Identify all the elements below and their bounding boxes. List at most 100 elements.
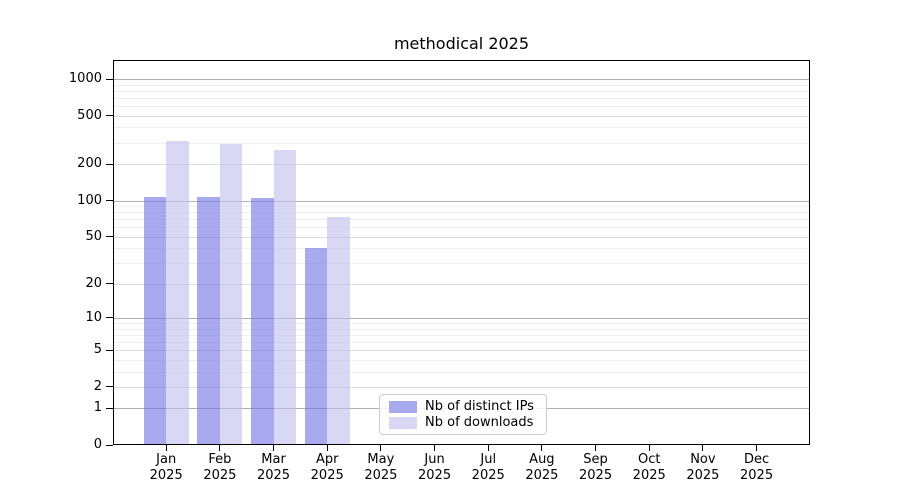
month-label-line: 2025	[310, 468, 344, 483]
x-tick-jul	[487, 445, 489, 451]
gridline-50	[114, 236, 809, 238]
x-tick-label-sep: Sep 2025	[561, 452, 631, 484]
month-label-line: Aug	[529, 452, 555, 467]
gridline-90	[114, 206, 809, 208]
y-tick-label-1000: 1000	[68, 71, 102, 86]
gridline-80	[114, 212, 809, 214]
x-tick-nov	[702, 445, 704, 451]
x-tick-may	[380, 445, 382, 451]
x-tick-mar	[273, 445, 275, 451]
y-tick-20	[106, 283, 113, 285]
y-tick-label-20: 20	[85, 275, 102, 291]
gridline-800	[114, 90, 809, 92]
x-tick-jan	[165, 445, 167, 451]
bar-ips-jan	[143, 196, 167, 444]
gridline-20	[114, 283, 809, 285]
plot-area	[113, 60, 810, 445]
gridline-100	[114, 200, 809, 202]
bar-ips-apr	[304, 248, 328, 444]
y-tick-label-10: 10	[85, 309, 102, 325]
y-tick-label-100: 100	[77, 192, 102, 208]
month-label-line: 2025	[579, 468, 613, 483]
x-tick-label-dec: Dec 2025	[722, 452, 792, 484]
gridline-70	[114, 219, 809, 221]
x-tick-label-may: May 2025	[346, 452, 416, 484]
gridline-8	[114, 328, 809, 330]
month-label-line: Feb	[208, 452, 232, 467]
bar-downloads-mar	[273, 150, 297, 444]
x-tick-apr	[326, 445, 328, 451]
month-label-line: 2025	[256, 468, 291, 483]
month-label-line: Nov	[690, 452, 716, 467]
x-tick-sep	[595, 445, 597, 451]
legend-entry-distinct-ips: Nb of distinct IPs	[389, 399, 538, 415]
x-tick-aug	[541, 445, 543, 451]
month-label-line: Dec	[743, 452, 770, 467]
month-label-line: Jan	[156, 452, 177, 467]
bar-ips-mar	[251, 198, 274, 444]
y-tick-label-2: 2	[93, 378, 102, 394]
x-tick-feb	[219, 445, 221, 451]
x-tick-oct	[648, 445, 650, 451]
y-tick-0	[106, 444, 113, 446]
gridline-600	[114, 106, 809, 108]
bar-downloads-apr	[327, 216, 350, 444]
gridline-10	[114, 317, 809, 319]
y-tick-label-5: 5	[93, 342, 102, 358]
month-label-line: May	[367, 452, 395, 467]
x-tick-label-nov: Nov 2025	[668, 452, 738, 484]
gridline-700	[114, 97, 809, 99]
y-tick-label-0: 0	[93, 437, 102, 452]
gridline-9	[114, 323, 809, 325]
x-tick-label-feb: Feb 2025	[185, 452, 255, 484]
y-tick-5	[106, 349, 113, 351]
month-label-line: 2025	[203, 468, 237, 483]
gridline-500	[114, 115, 809, 117]
legend-swatch-downloads	[389, 417, 417, 429]
month-label-line: Jul	[480, 452, 497, 467]
x-tick-label-jul: Jul 2025	[453, 452, 523, 484]
gridline-30	[114, 263, 809, 265]
y-tick-200	[106, 163, 113, 165]
x-tick-label-apr: Apr 2025	[292, 452, 362, 484]
y-tick-100	[106, 200, 113, 201]
legend-entry-downloads: Nb of downloads	[389, 415, 538, 431]
gridline-40	[114, 248, 809, 250]
legend-label-distinct-ips: Nb of distinct IPs	[425, 399, 534, 414]
bar-ips-feb	[197, 196, 220, 444]
month-label-line: 2025	[364, 468, 398, 483]
bar-downloads-feb	[219, 144, 243, 444]
month-label-line: Sep	[583, 452, 608, 467]
y-tick-label-200: 200	[77, 156, 102, 172]
month-label-line: Mar	[261, 452, 286, 467]
month-label-line: 2025	[418, 468, 452, 483]
month-label-line: 2025	[471, 468, 505, 483]
gridline-5	[114, 350, 809, 352]
gridline-7	[114, 334, 809, 336]
y-tick-1	[106, 407, 113, 409]
gridline-200	[114, 164, 809, 166]
month-label-line: 2025	[149, 468, 183, 483]
gridline-1000	[114, 79, 809, 80]
chart-legend: Nb of distinct IPs Nb of downloads	[379, 394, 547, 435]
y-tick-label-500: 500	[77, 107, 102, 123]
bar-downloads-jan	[166, 141, 189, 444]
x-tick-label-jan: Jan 2025	[131, 452, 201, 484]
x-tick-label-aug: Aug 2025	[507, 452, 577, 484]
y-tick-1000	[106, 78, 113, 80]
month-label-line: 2025	[525, 468, 559, 483]
month-label-line: Jun	[424, 452, 445, 467]
x-tick-label-oct: Oct 2025	[614, 452, 684, 484]
x-tick-label-mar: Mar 2025	[239, 452, 309, 484]
x-tick-jun	[434, 445, 436, 451]
month-label-line: 2025	[740, 468, 774, 483]
y-tick-label-50: 50	[85, 228, 102, 244]
month-label-line: 2025	[686, 468, 720, 483]
gridline-60	[114, 227, 809, 229]
y-tick-10	[106, 317, 113, 319]
month-label-line: Apr	[315, 452, 339, 467]
gridline-6	[114, 341, 809, 343]
y-tick-2	[106, 386, 113, 388]
month-label-line: Oct	[637, 452, 661, 467]
